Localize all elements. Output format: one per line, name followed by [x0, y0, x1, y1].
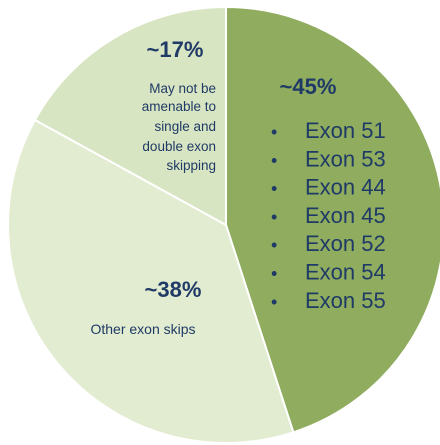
exon-bullet: •	[271, 235, 277, 255]
slice-17	[33, 5, 227, 227]
slice-45-percent-label: ~45%	[280, 74, 337, 99]
slice-38-description: Other exon skips	[90, 321, 195, 337]
exon-item: Exon 44	[305, 175, 386, 200]
exon-list: • Exon 51 • Exon 53 • Exon 44 • Exon 45 • Exon 52…	[271, 118, 386, 313]
exon-bullet: •	[271, 207, 277, 227]
exon-item: Exon 45	[305, 203, 386, 228]
exon-item: Exon 52	[305, 231, 386, 256]
exon-item: Exon 55	[305, 288, 386, 313]
slice-17-percent-label: ~17%	[147, 37, 204, 62]
exon-bullet: •	[271, 179, 277, 199]
slice-17-description-line-4: double exon	[142, 139, 216, 154]
slice-38	[7, 118, 295, 444]
exon-bullet: •	[271, 264, 277, 284]
exon-bullet: •	[271, 150, 277, 170]
pie-slices	[7, 5, 440, 444]
exon-item: Exon 51	[305, 118, 386, 143]
slice-17-description-line-3: single and	[154, 119, 216, 134]
slice-17-description-line-1: May not be	[149, 81, 216, 96]
slice-45	[225, 5, 440, 434]
exon-item: Exon 54	[305, 260, 386, 285]
slice-17-description-line-5: skipping	[166, 158, 216, 173]
slice-17-description-line-2: amenable to	[142, 99, 216, 114]
exon-bullet: •	[271, 292, 277, 312]
slice-38-percent-label: ~38%	[145, 277, 202, 302]
exon-item: Exon 53	[305, 146, 386, 171]
exon-bullet: •	[271, 122, 277, 142]
